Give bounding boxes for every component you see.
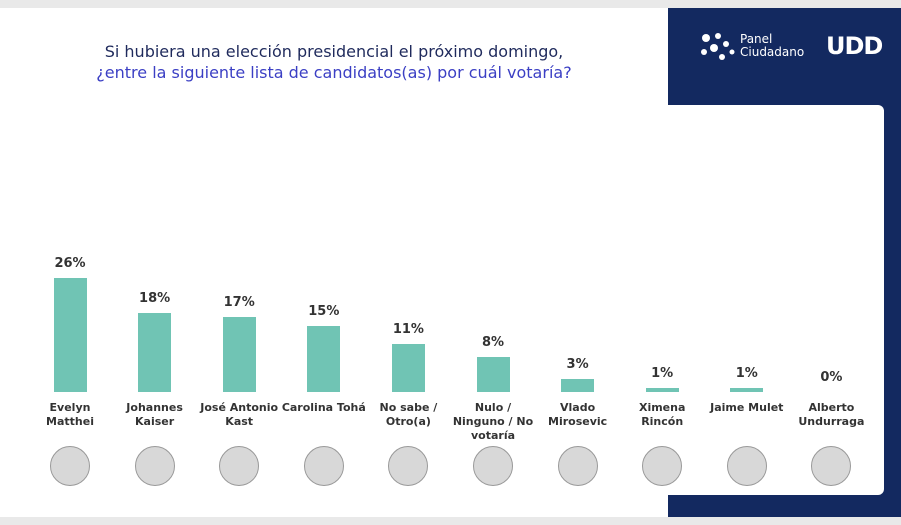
- value-label: 0%: [820, 370, 843, 385]
- category-label: Jaime Mulet: [710, 401, 784, 414]
- avatar: [50, 446, 90, 486]
- avatar: [388, 446, 429, 486]
- bar: [138, 313, 172, 392]
- university-logo: UDD: [826, 32, 883, 60]
- value-label: 26%: [54, 255, 86, 271]
- bar: [307, 326, 341, 392]
- value-label: 15%: [308, 304, 340, 320]
- avatar: [726, 446, 767, 486]
- value-label: 1%: [735, 365, 758, 381]
- bar: [222, 317, 256, 392]
- logo-line: Panel: [740, 32, 773, 46]
- category-label: Nulo / Ninguno / No votaría: [452, 401, 534, 442]
- category-label: Alberto Undurraga: [798, 401, 865, 428]
- avatar: [473, 446, 513, 486]
- category-label: Johannes Kaiser: [126, 401, 183, 428]
- chart-subtitle: ¿entre la siguiente lista de candidatos(…: [96, 63, 572, 82]
- avatar: [811, 446, 852, 486]
- bar: [53, 277, 87, 392]
- avatar: [303, 446, 344, 486]
- avatar: [642, 446, 683, 486]
- avatar: [134, 446, 175, 486]
- value-label: 8%: [481, 334, 505, 350]
- category-label: Carolina Tohá: [281, 401, 366, 414]
- bar: [645, 387, 679, 392]
- bar: [476, 356, 510, 392]
- value-label: 1%: [651, 365, 674, 381]
- value-label: 17%: [223, 295, 255, 311]
- logo-text: Panel Ciudadano: [740, 33, 804, 59]
- category-label: No sabe / Otro(a): [379, 401, 438, 428]
- chart-card: [0, 105, 884, 495]
- value-label: 11%: [392, 321, 424, 337]
- logo-line: Ciudadano: [740, 45, 805, 59]
- category-label: José Antonio Kast: [200, 401, 279, 428]
- avatar: [219, 446, 260, 486]
- chart-title: Si hubiera una elección presidencial el …: [104, 42, 564, 61]
- bar: [730, 387, 764, 392]
- category-label: Ximena Rincón: [638, 401, 686, 428]
- value-label: 3%: [566, 356, 589, 372]
- category-label: Evelyn Matthei: [46, 401, 94, 428]
- value-label: 18%: [139, 291, 171, 307]
- bar: [391, 343, 425, 392]
- bar: [561, 378, 595, 392]
- avatar: [557, 446, 598, 486]
- category-label: Vlado Mirosevic: [548, 401, 608, 428]
- logo-icon: [701, 33, 735, 60]
